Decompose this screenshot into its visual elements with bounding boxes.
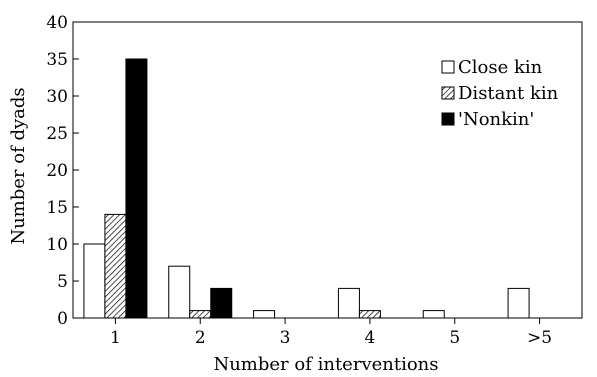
legend-swatch-hatched <box>441 86 455 100</box>
bar-hatched-2 <box>189 310 212 319</box>
bar-open-3 <box>253 310 276 319</box>
x-tick-label: 5 <box>449 328 460 348</box>
legend-label: Close kin <box>458 57 543 78</box>
legend-swatch-open <box>441 60 455 74</box>
bar-open-4 <box>337 287 360 319</box>
bar-hatched-4 <box>358 310 381 319</box>
y-tick-label: 35 <box>46 50 68 70</box>
x-tick-label: >5 <box>527 328 552 348</box>
bar-open-2 <box>168 265 191 319</box>
legend: Close kin Distant kin 'Nonkin' <box>441 57 559 130</box>
bar-open-6 <box>507 287 530 319</box>
y-tick-label: 5 <box>57 272 68 292</box>
y-tick-label: 0 <box>57 309 68 329</box>
y-axis-label: Number of dyads <box>8 87 29 244</box>
bar-open-1 <box>83 243 106 319</box>
y-tick-label: 30 <box>46 87 68 107</box>
bar-open-5 <box>422 310 445 319</box>
y-tick-label: 15 <box>46 198 68 218</box>
x-axis-label: Number of interventions <box>213 354 438 375</box>
x-tick-label: 1 <box>110 328 121 348</box>
legend-label: Distant kin <box>458 83 559 104</box>
bar-solid-2 <box>210 287 233 319</box>
legend-label: 'Nonkin' <box>458 109 534 130</box>
y-tick-label: 25 <box>46 124 68 144</box>
plot-area: 0 5 10 15 20 25 30 35 40 1 2 3 4 5 >5 <box>46 13 583 348</box>
y-tick-label: 10 <box>46 235 68 255</box>
x-tick-label: 3 <box>280 328 291 348</box>
legend-swatch-solid <box>441 112 455 126</box>
bar-hatched-1 <box>104 213 127 319</box>
x-tick-label: 2 <box>195 328 206 348</box>
x-tick-label: 4 <box>365 328 376 348</box>
bar-solid-1 <box>125 58 148 319</box>
y-tick-label: 20 <box>46 161 68 181</box>
y-tick-label: 40 <box>46 13 68 33</box>
